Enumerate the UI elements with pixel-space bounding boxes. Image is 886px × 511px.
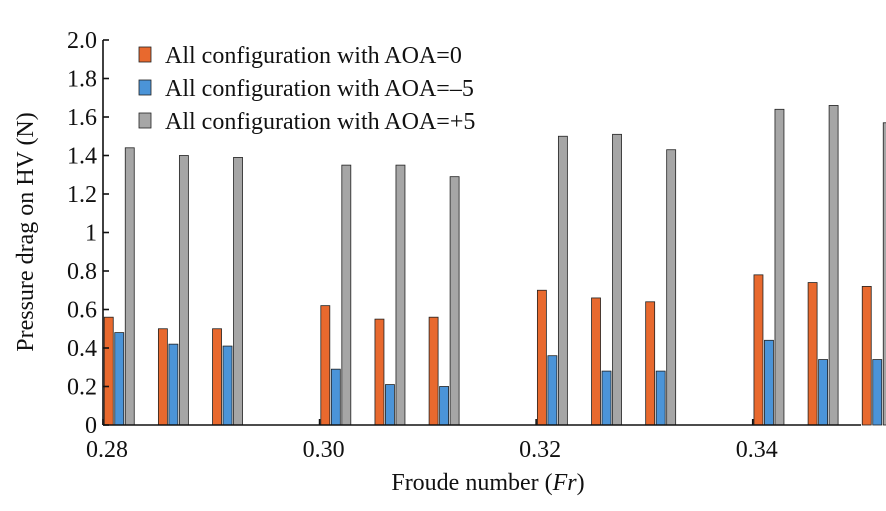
y-tick-label: 0.2	[67, 375, 97, 401]
bar-series-1-group-6	[428, 316, 439, 426]
bar-series-2-group-3	[222, 345, 233, 426]
bar-series-1-group-11	[807, 282, 818, 426]
bar-series-2-group-1	[114, 332, 125, 426]
y-axis-title: Pressure drag on HV (N)	[13, 112, 39, 352]
bar-series-1-group-12	[861, 285, 872, 426]
bar-series-2-group-5	[385, 384, 395, 426]
bar-series-3-group-9	[666, 149, 677, 426]
y-tick-label: 1	[85, 221, 97, 247]
legend-label-3: All configuration with AOA=+5	[165, 109, 475, 135]
bar-series-3-group-12	[882, 122, 886, 426]
bar-series-1-group-2	[157, 328, 168, 426]
bar-series-3-group-7	[557, 135, 568, 426]
legend-swatch-1	[138, 46, 152, 63]
bar-series-3-group-2	[178, 155, 189, 426]
bar-series-1-group-10	[753, 274, 764, 426]
bar-series-1-group-9	[645, 301, 656, 426]
x-tick-label: 0.34	[736, 437, 778, 463]
bar-series-1-group-8	[591, 297, 601, 426]
y-tick-label: 0.6	[67, 298, 97, 324]
y-tick-label: 1.8	[67, 67, 97, 93]
legend-label-2: All configuration with AOA=–5	[165, 76, 474, 102]
y-tick-label: 0.4	[67, 336, 97, 362]
bar-series-2-group-4	[330, 368, 341, 426]
x-axis-title-suffix: )	[577, 470, 585, 496]
bar-series-2-group-12	[872, 359, 883, 426]
x-axis-title-prefix: Froude number (	[391, 470, 552, 496]
x-axis-title: Froude number (Fr)	[391, 470, 584, 496]
bar-series-1-group-3	[212, 328, 222, 426]
y-tick-label: 1.2	[67, 182, 97, 208]
legend-label-1: All configuration with AOA=0	[165, 43, 462, 69]
bar-series-1-group-7	[536, 289, 547, 426]
bar-series-3-group-6	[449, 176, 460, 426]
x-tick-label: 0.30	[303, 437, 345, 463]
bar-series-1-group-4	[320, 305, 331, 426]
y-tick-label: 1.6	[67, 105, 97, 131]
bar-series-1-group-5	[374, 318, 385, 426]
y-tick-label: 0.8	[67, 259, 97, 285]
y-tick-label: 0	[85, 413, 97, 439]
x-axis-title-variable: Fr	[552, 470, 578, 496]
x-tick-label: 0.32	[519, 437, 561, 463]
y-ticks: 0 0.2 0.4 0.6 0.8 1 1.2 1.4 1.6 1.8 2.0	[67, 28, 109, 439]
y-tick-label: 2.0	[67, 28, 97, 54]
x-ticks: 0.28 0.30 0.32 0.34	[86, 419, 778, 463]
bar-series-3-group-10	[774, 108, 785, 426]
y-tick-label: 1.4	[67, 144, 97, 170]
bar-series-2-group-2	[168, 343, 179, 426]
bar-series-1-group-1	[103, 316, 114, 426]
legend-swatch-3	[138, 112, 152, 129]
bars-layer	[103, 105, 886, 426]
bar-series-3-group-4	[341, 164, 352, 426]
bar-series-3-group-5	[395, 164, 406, 426]
legend: All configuration with AOA=0 All configur…	[138, 43, 475, 135]
legend-swatch-2	[138, 79, 152, 96]
bar-series-3-group-1	[124, 147, 135, 426]
bar-series-3-group-11	[828, 105, 839, 426]
x-tick-label: 0.28	[86, 437, 128, 463]
bar-series-2-group-10	[764, 339, 774, 426]
bar-series-2-group-8	[601, 370, 612, 426]
bar-series-2-group-6	[439, 386, 450, 426]
bar-series-2-group-7	[547, 355, 558, 426]
bar-series-3-group-8	[612, 133, 622, 426]
bar-series-2-group-9	[655, 370, 666, 426]
bar-series-3-group-3	[233, 157, 243, 426]
bar-series-2-group-11	[818, 359, 828, 426]
